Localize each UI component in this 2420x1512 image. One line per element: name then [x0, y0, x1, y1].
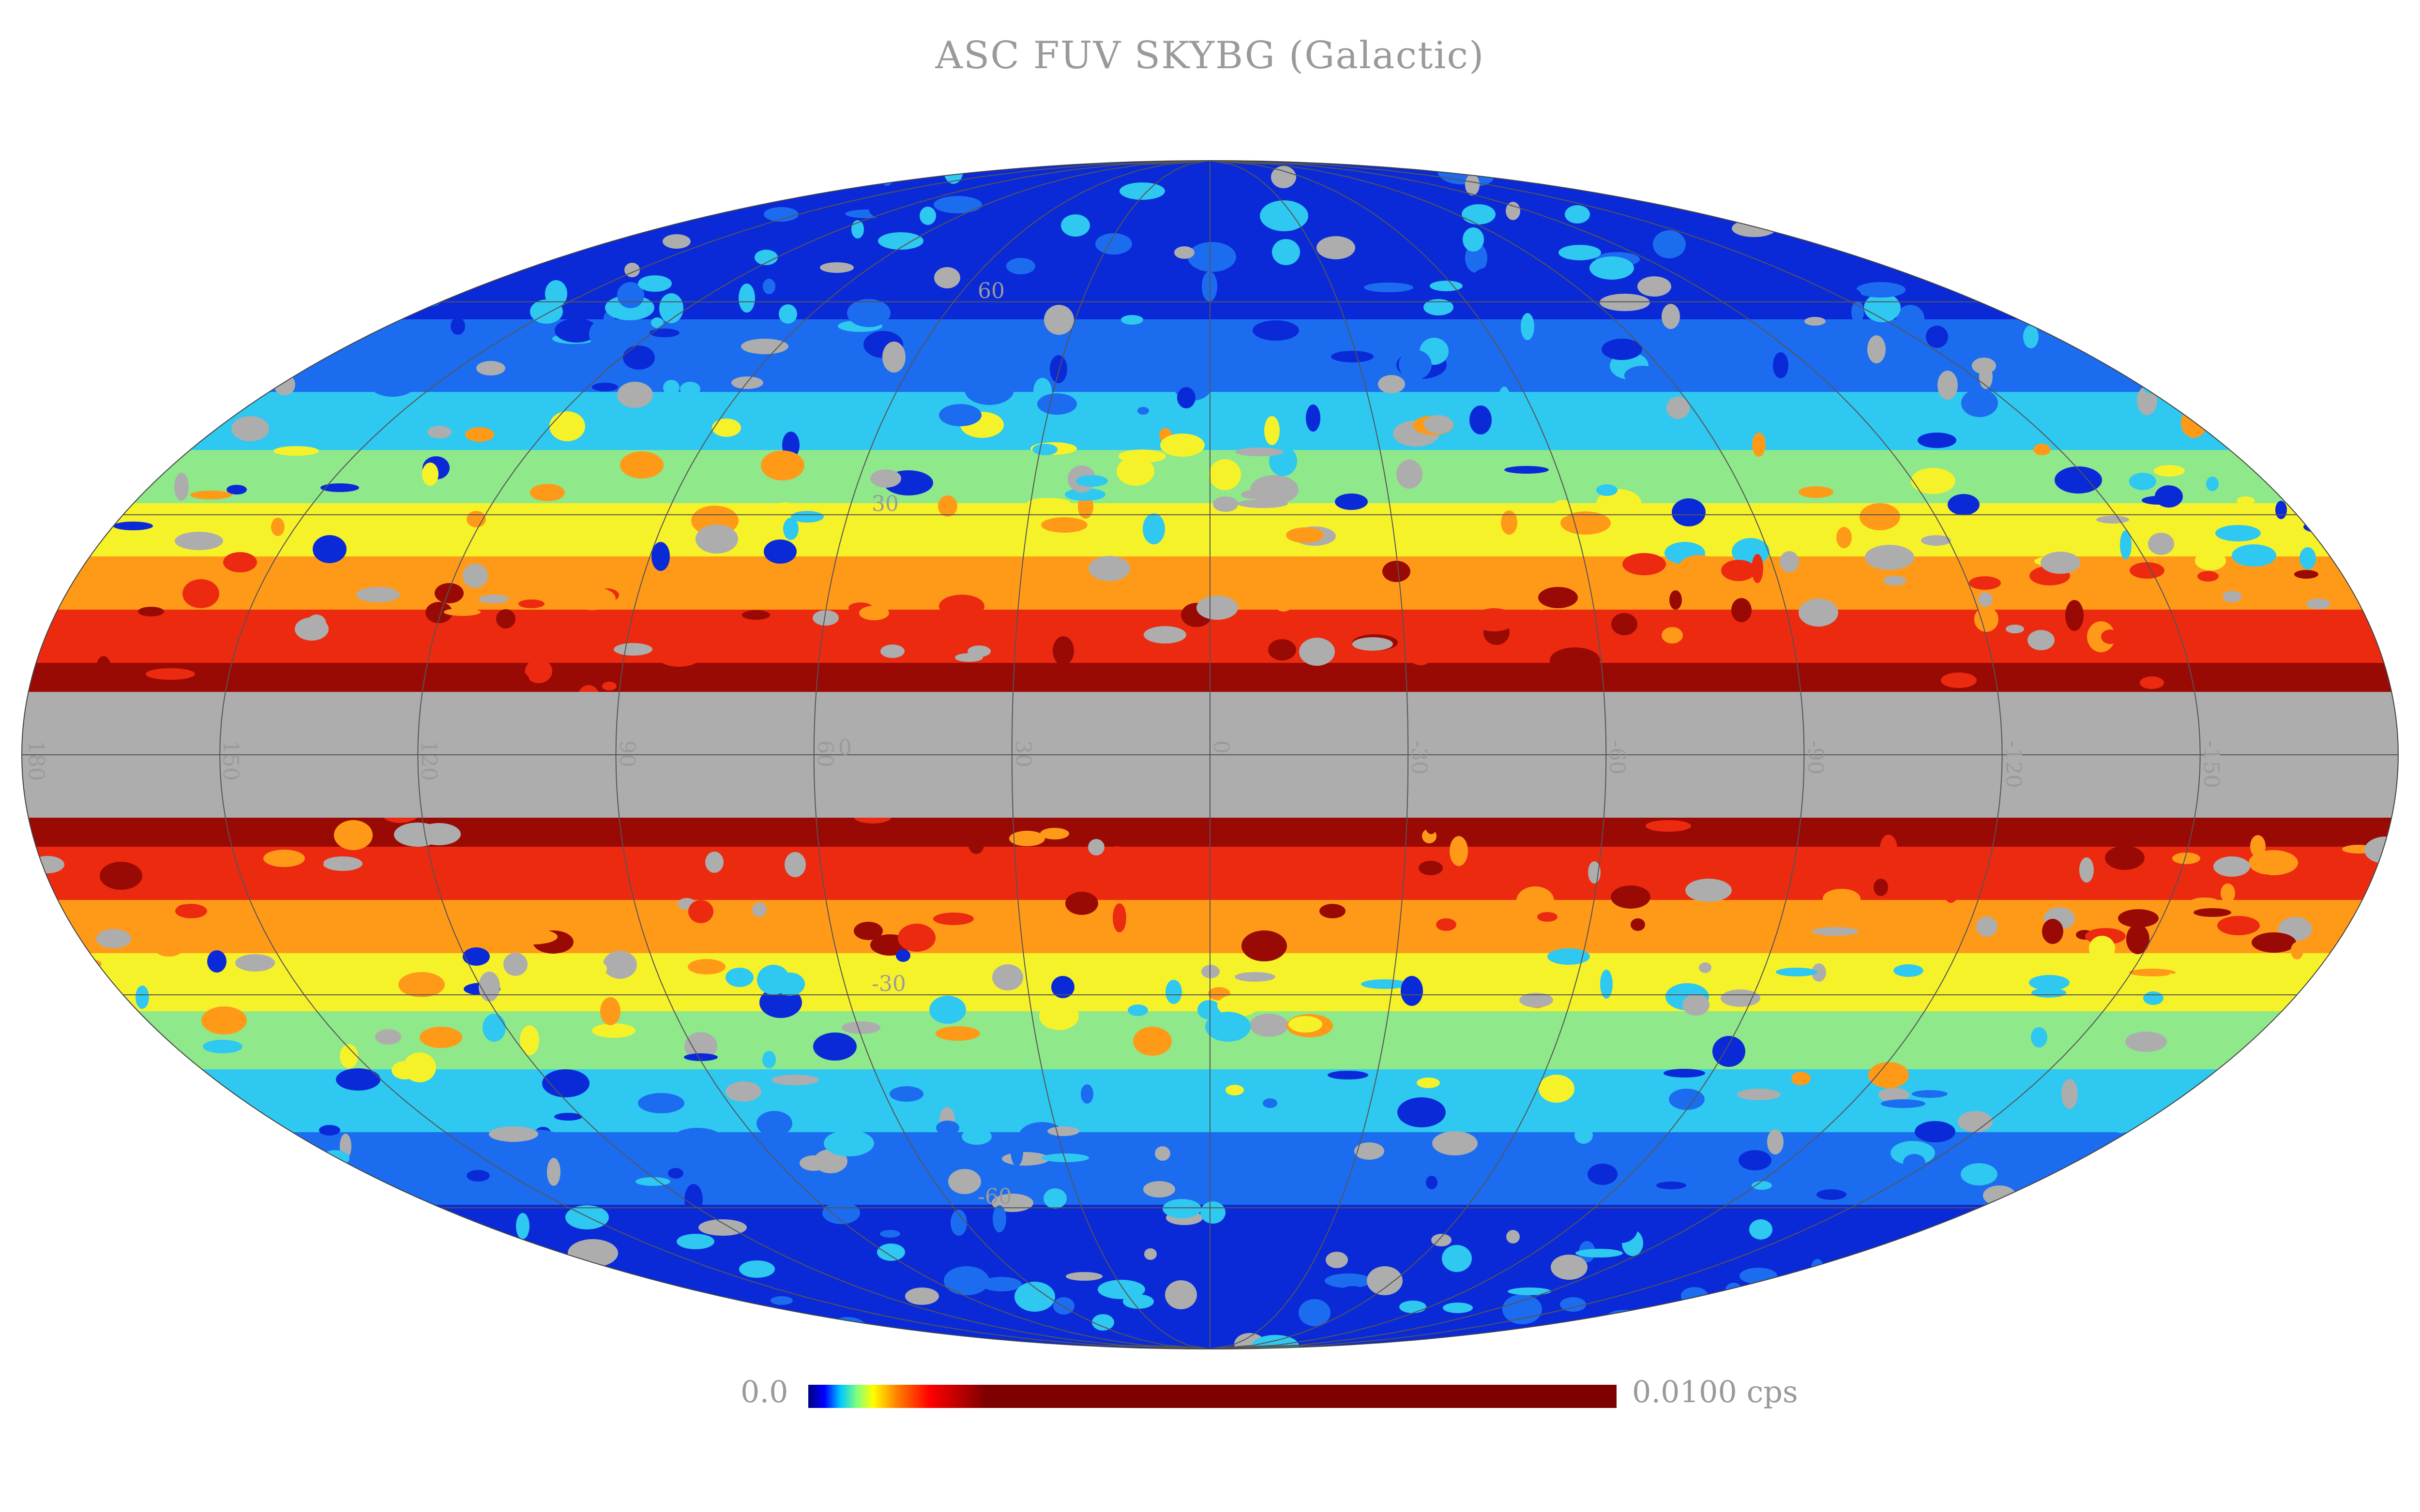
- longitude-label: -90: [1803, 740, 1828, 775]
- latitude-label: -30: [872, 972, 906, 996]
- longitude-label: 0: [1209, 740, 1233, 754]
- graticule-labels: 180 150 120 90 60 30 0 -30 -60 -90 -120 -150 60 30 0 -3…: [24, 279, 2223, 1209]
- graticule: [22, 161, 2398, 1349]
- latitude-label: 0: [838, 735, 852, 760]
- longitude-label: -120: [2001, 740, 2026, 788]
- longitude-label: -150: [2199, 740, 2223, 788]
- longitude-label: 60: [813, 740, 837, 767]
- longitude-label: -60: [1604, 740, 1629, 775]
- longitude-label: 180: [24, 740, 48, 781]
- longitude-label: 150: [218, 740, 243, 781]
- page-title: ASC FUV SKYBG (Galactic): [935, 34, 1485, 77]
- longitude-label: 120: [416, 740, 441, 781]
- longitude-label: -30: [1407, 740, 1431, 775]
- longitude-label: 30: [1011, 740, 1035, 767]
- latitude-label: 30: [872, 492, 899, 516]
- longitude-label: 90: [615, 740, 639, 767]
- colorbar: [808, 1385, 1617, 1408]
- map-outline: [21, 160, 2399, 1349]
- latitude-label: 60: [978, 279, 1005, 303]
- latitude-label: -60: [978, 1184, 1012, 1209]
- colorbar-max-label: 0.0100 cps: [1632, 1374, 1798, 1409]
- colorbar-min-label: 0.0: [741, 1374, 788, 1409]
